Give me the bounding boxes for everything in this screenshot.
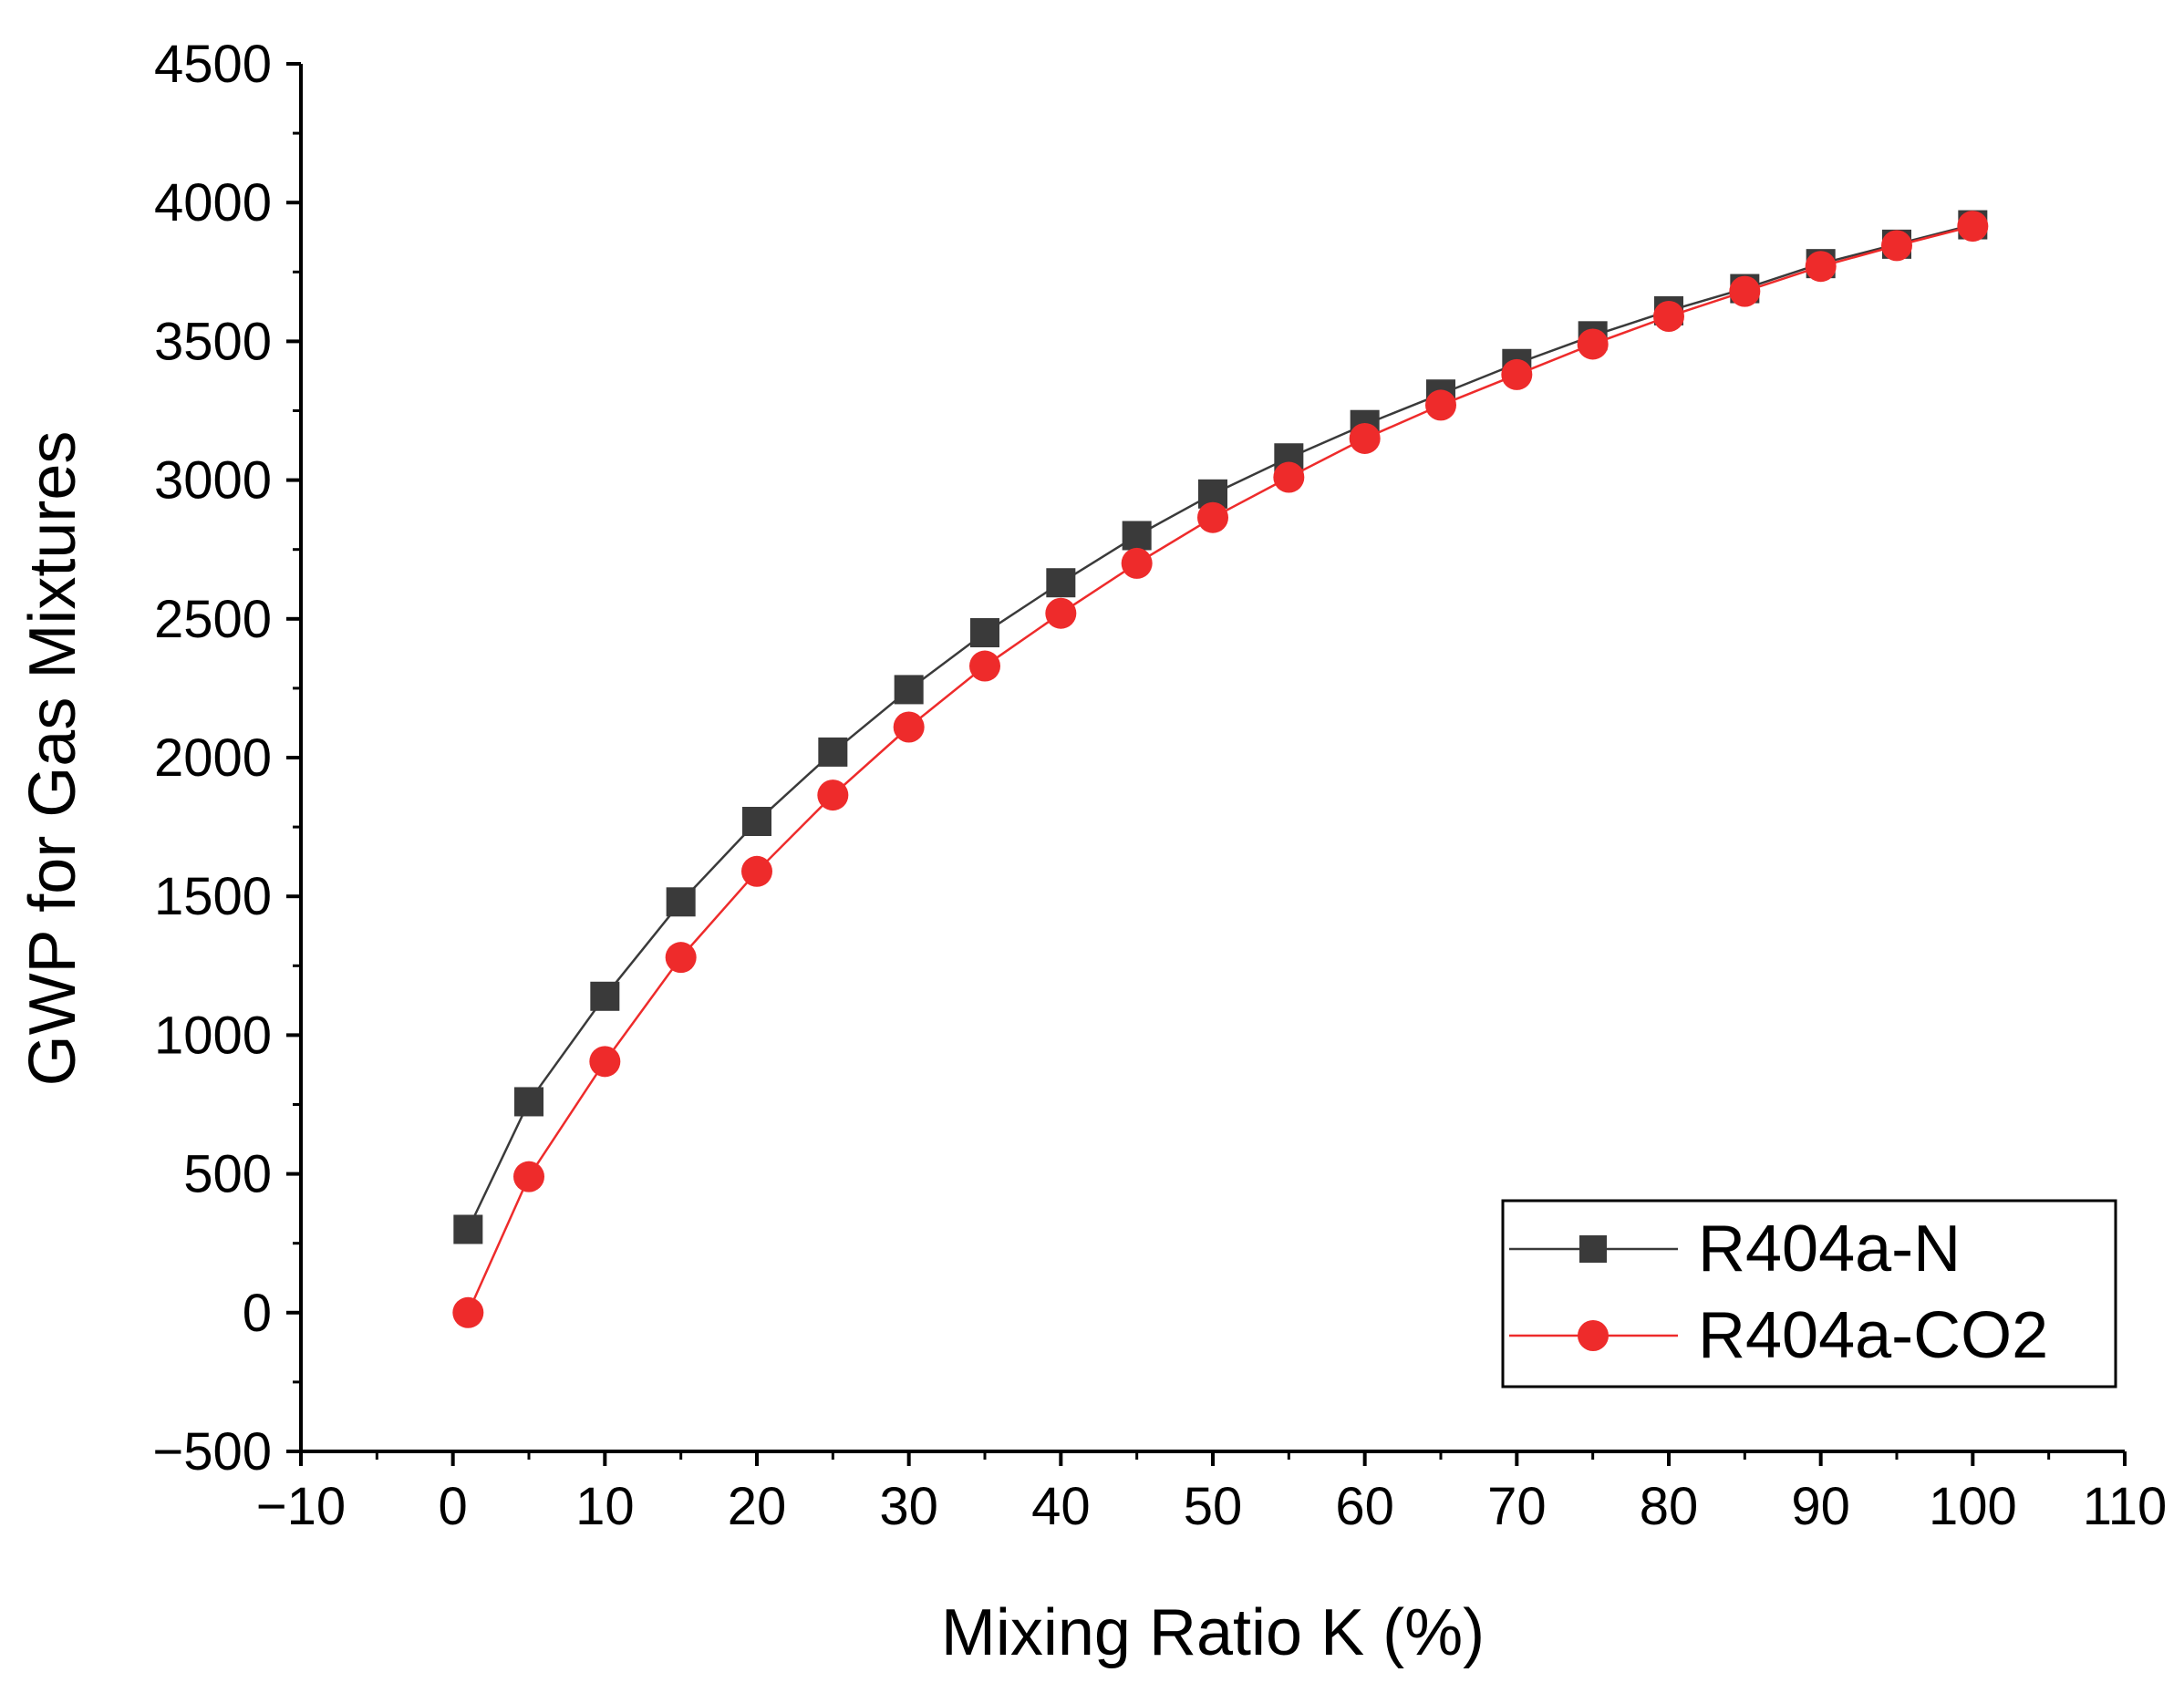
x-tick-label: 30 xyxy=(879,1477,938,1536)
data-point-r404a-n xyxy=(970,618,999,648)
x-tick-label: 100 xyxy=(1929,1477,2017,1536)
data-point-r404a-n xyxy=(742,807,771,837)
data-point-r404a-co2 xyxy=(1501,358,1533,390)
series-line-r404a-co2 xyxy=(467,224,1973,1314)
data-point-r404a-n xyxy=(514,1087,543,1117)
legend-marker-r404a-co2 xyxy=(1578,1320,1609,1351)
x-tick-label: 80 xyxy=(1640,1477,1699,1536)
data-point-r404a-co2 xyxy=(1957,211,1989,243)
data-point-r404a-co2 xyxy=(1045,597,1077,629)
x-tick-label: 90 xyxy=(1791,1477,1850,1536)
data-point-r404a-co2 xyxy=(1197,501,1228,533)
data-point-r404a-co2 xyxy=(893,711,925,743)
x-tick-label: −10 xyxy=(256,1477,346,1536)
legend: R404a-N R404a-CO2 xyxy=(1501,1199,2117,1388)
y-tick-label: 0 xyxy=(243,1284,272,1343)
data-point-r404a-co2 xyxy=(1653,301,1684,333)
y-ticks: −500 0 500 1000 1500 2000 2500 3000 3500 4000 4500 xyxy=(152,35,301,1481)
y-tick-label: 500 xyxy=(183,1145,272,1204)
data-point-r404a-co2 xyxy=(969,650,1000,682)
data-point-r404a-co2 xyxy=(1425,389,1456,421)
data-point-r404a-co2 xyxy=(589,1046,621,1078)
data-point-r404a-co2 xyxy=(513,1161,544,1192)
data-point-r404a-co2 xyxy=(665,942,697,974)
legend-marker-r404a-n xyxy=(1579,1235,1607,1263)
data-point-r404a-n xyxy=(894,675,924,705)
data-point-r404a-n xyxy=(1122,521,1152,551)
y-tick-label: 2500 xyxy=(154,590,272,649)
data-point-r404a-co2 xyxy=(817,779,849,811)
x-tick-label: 10 xyxy=(575,1477,635,1536)
y-tick-label: 3000 xyxy=(154,451,272,511)
data-point-r404a-n xyxy=(818,737,848,767)
data-point-r404a-n xyxy=(1046,568,1076,598)
x-tick-label: 50 xyxy=(1184,1477,1243,1536)
legend-box xyxy=(1501,1199,2117,1388)
series-layer xyxy=(452,210,1989,1328)
data-point-r404a-co2 xyxy=(1881,230,1912,262)
x-axis-title: Mixing Ratio K (%) xyxy=(941,1596,1485,1669)
data-point-r404a-co2 xyxy=(1349,422,1381,454)
data-point-r404a-n xyxy=(453,1214,483,1244)
x-ticks: −10 0 10 20 30 40 50 60 70 80 90 100 110 xyxy=(256,1451,2167,1536)
data-point-r404a-co2 xyxy=(1577,328,1609,360)
series-line-r404a-n xyxy=(467,223,1973,1231)
legend-label-r404a-n: R404a-N xyxy=(1698,1213,1961,1285)
y-tick-label: 2000 xyxy=(154,728,272,788)
x-tick-label: 0 xyxy=(439,1477,468,1536)
x-tick-label: 40 xyxy=(1031,1477,1091,1536)
legend-label-r404a-co2: R404a-CO2 xyxy=(1698,1299,2048,1372)
y-axis-title: GWP for Gas Mixtures xyxy=(16,431,89,1087)
x-tick-label: 110 xyxy=(2083,1477,2167,1536)
y-tick-label: 4000 xyxy=(154,173,272,232)
data-point-r404a-co2 xyxy=(1805,251,1837,283)
y-tick-label: 1500 xyxy=(154,867,272,926)
y-tick-label: 3500 xyxy=(154,312,272,371)
x-tick-label: 60 xyxy=(1335,1477,1394,1536)
data-point-r404a-co2 xyxy=(452,1296,484,1328)
data-point-r404a-co2 xyxy=(1121,547,1153,579)
data-point-r404a-co2 xyxy=(741,855,772,887)
x-tick-label: 70 xyxy=(1487,1477,1547,1536)
data-point-r404a-co2 xyxy=(1729,275,1761,307)
data-point-r404a-n xyxy=(590,981,620,1011)
x-tick-label: 20 xyxy=(728,1477,787,1536)
data-point-r404a-n xyxy=(666,887,696,917)
data-point-r404a-co2 xyxy=(1273,461,1305,493)
y-tick-label: 4500 xyxy=(154,35,272,94)
y-tick-label: −500 xyxy=(152,1422,272,1481)
y-tick-label: 1000 xyxy=(154,1006,272,1065)
